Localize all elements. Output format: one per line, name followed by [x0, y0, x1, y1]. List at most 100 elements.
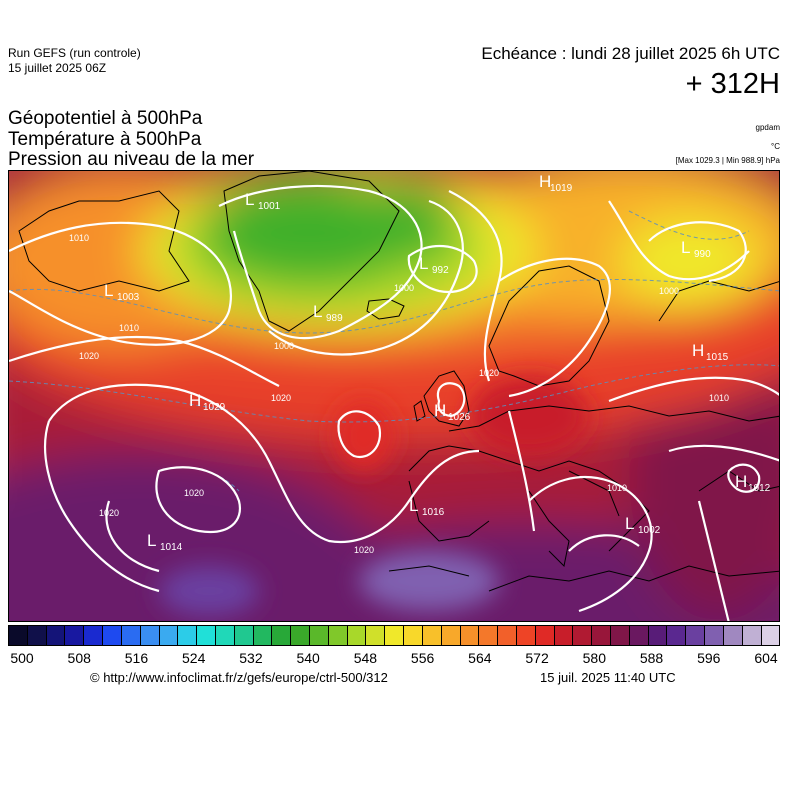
run-date: 15 juillet 2025 06Z: [8, 61, 107, 75]
coastlines: [18, 171, 779, 592]
color-swatch: [667, 626, 687, 645]
color-scale-tick: 556: [410, 650, 435, 666]
svg-text:990: 990: [694, 249, 711, 260]
color-swatch: [441, 626, 461, 645]
svg-text:1003: 1003: [117, 292, 140, 303]
color-swatch: [234, 626, 254, 645]
svg-text:1026: 1026: [448, 412, 471, 423]
isobar-label: 1010: [607, 483, 627, 493]
svg-text:L: L: [625, 514, 634, 533]
svg-text:1019: 1019: [550, 183, 573, 194]
isobars: [9, 184, 779, 621]
pressure-center-low: L 990: [681, 238, 711, 260]
color-swatch: [498, 626, 517, 645]
svg-text:H: H: [692, 341, 704, 360]
isobar-label: 1020: [479, 368, 499, 378]
color-scale-tick: 588: [639, 650, 664, 666]
color-swatch: [253, 626, 273, 645]
isobar-label: 1000: [274, 341, 294, 351]
svg-text:L: L: [104, 281, 113, 300]
color-scale-tick: 580: [582, 650, 606, 666]
color-swatch: [629, 626, 649, 645]
svg-text:H: H: [189, 391, 201, 410]
isobar-label: 1010: [709, 393, 729, 403]
svg-text:L: L: [313, 302, 322, 321]
pressure-center-low: L 1001: [245, 190, 281, 212]
color-scale-tick: 508: [67, 650, 91, 666]
color-swatch: [46, 626, 66, 645]
color-scale-tick: 500: [10, 650, 34, 666]
color-swatch: [705, 626, 724, 645]
color-swatch: [9, 626, 28, 645]
run-title: Run GEFS (run controle): [8, 46, 141, 60]
color-swatch: [215, 626, 235, 645]
color-scale-tick: 540: [296, 650, 320, 666]
pressure-center-low: L 1016: [409, 496, 445, 518]
color-swatch: [27, 626, 47, 645]
isobar-label: 1010: [119, 323, 139, 333]
color-swatch: [422, 626, 442, 645]
color-swatch: [648, 626, 668, 645]
svg-text:1014: 1014: [160, 542, 183, 553]
isobar-labels: 1010 1010 1020 1020 1000 1000 1020 1020 …: [69, 233, 729, 555]
color-swatch: [516, 626, 536, 645]
color-swatch: [103, 626, 122, 645]
svg-text:H: H: [539, 172, 551, 191]
color-scale-bar: [8, 625, 780, 646]
pressure-center-low: L 992: [419, 254, 449, 276]
color-swatch: [761, 626, 780, 645]
color-swatch: [328, 626, 348, 645]
color-swatch: [592, 626, 611, 645]
color-scale-tick: 596: [697, 650, 721, 666]
color-swatch: [742, 626, 762, 645]
color-swatch: [121, 626, 141, 645]
color-swatch: [686, 626, 706, 645]
unit-gpdam: gpdam: [755, 123, 780, 132]
svg-text:H: H: [434, 401, 446, 420]
color-swatch: [404, 626, 423, 645]
svg-text:992: 992: [432, 265, 449, 276]
variable-pressure: Pression au niveau de la mer: [8, 149, 255, 170]
credit-url: © http://www.infoclimat.fr/z/gefs/europe…: [90, 670, 388, 685]
pressure-center-low: L 989: [313, 302, 343, 324]
color-swatch: [178, 626, 198, 645]
isobar-label: 1020: [99, 508, 119, 518]
pressure-center-high: H 1026: [434, 401, 471, 423]
isobar-label: 1020: [354, 545, 374, 555]
color-swatch: [385, 626, 405, 645]
isobar-label: 1010: [69, 233, 89, 243]
color-swatch: [554, 626, 574, 645]
color-scale-tick: 532: [239, 650, 263, 666]
color-swatch: [366, 626, 386, 645]
geopotential-field: [9, 171, 779, 621]
color-swatch: [310, 626, 329, 645]
isobar-label: 1020: [271, 393, 291, 403]
variable-temperature: Température à 500hPa: [8, 129, 202, 150]
color-swatch: [573, 626, 593, 645]
forecast-valid-time: Echéance : lundi 28 juillet 2025 6h UTC: [481, 44, 780, 63]
color-scale-tick: 524: [182, 650, 206, 666]
svg-text:1016: 1016: [422, 507, 445, 518]
pressure-center-high: H 1015: [692, 341, 729, 363]
color-swatch: [159, 626, 179, 645]
isobar-label: 1020: [79, 351, 99, 361]
color-swatch: [535, 626, 555, 645]
svg-text:1001: 1001: [258, 201, 281, 212]
color-swatch: [460, 626, 480, 645]
pressure-center-low: L 1002: [625, 514, 661, 536]
color-swatch: [291, 626, 310, 645]
color-swatch: [611, 626, 630, 645]
color-swatch: [65, 626, 85, 645]
color-scale-tick: 564: [468, 650, 492, 666]
color-swatch: [347, 626, 367, 645]
svg-text:L: L: [419, 254, 428, 273]
pressure-center-low: L 1014: [147, 531, 183, 553]
color-swatch: [272, 626, 292, 645]
color-scale-tick: 572: [525, 650, 549, 666]
color-swatch: [84, 626, 104, 645]
pressure-max-min: [Max 1029.3 | Min 988.9] hPa: [675, 156, 780, 165]
svg-text:L: L: [245, 190, 254, 209]
svg-text:1015: 1015: [706, 352, 729, 363]
isobar-label: 1000: [394, 283, 414, 293]
